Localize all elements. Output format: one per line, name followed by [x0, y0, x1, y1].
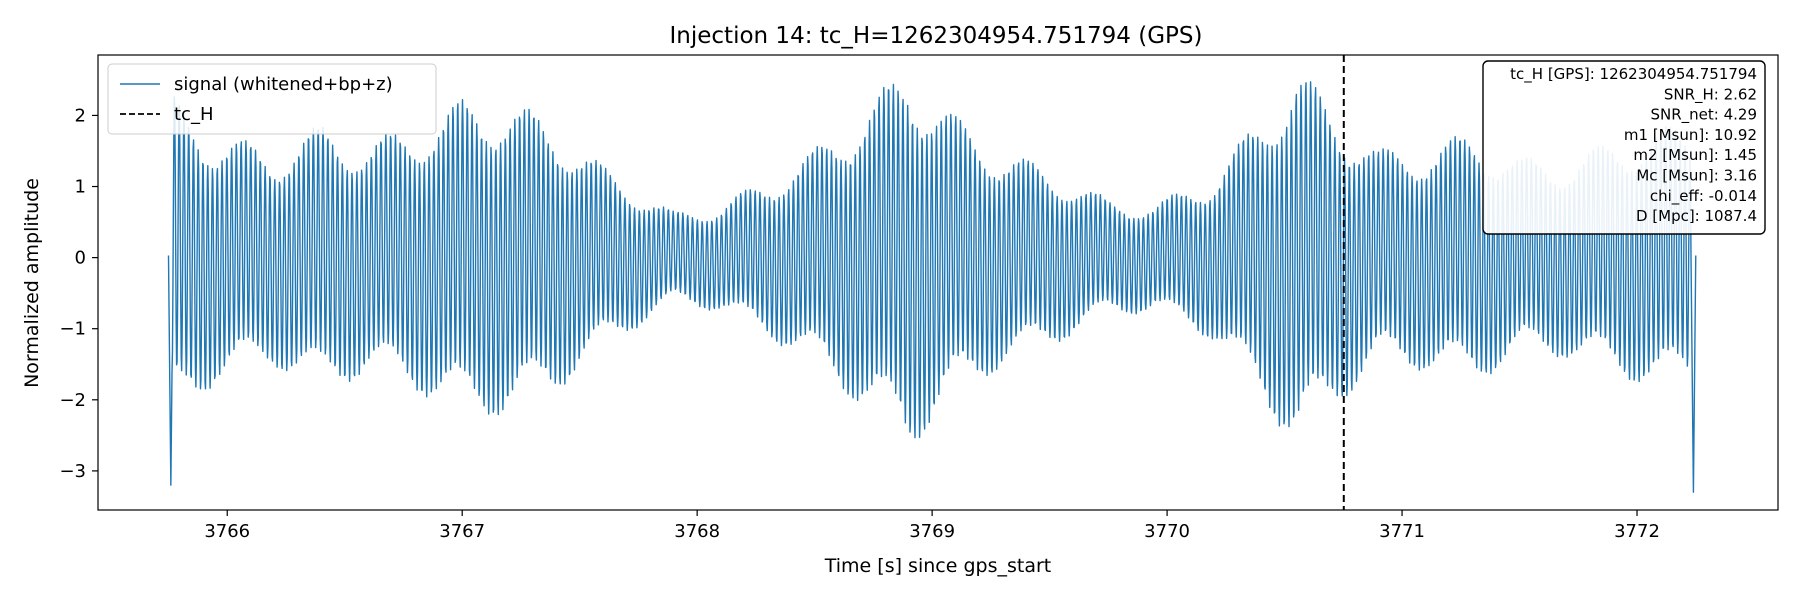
- y-axis: −3 −2 −1 0 1 2: [59, 105, 98, 482]
- x-tick-label: 3768: [674, 521, 720, 542]
- info-line: m1 [Msun]: 10.92: [1624, 126, 1757, 144]
- x-tick-label: 3772: [1614, 521, 1660, 542]
- chart-title: Injection 14: tc_H=1262304954.751794 (GP…: [670, 23, 1203, 49]
- signal-line: [167, 81, 1697, 493]
- info-line: chi_eff: -0.014: [1650, 187, 1757, 206]
- info-line: SNR_net: 4.29: [1650, 106, 1757, 125]
- y-tick-label: −2: [59, 390, 86, 411]
- x-tick-label: 3771: [1379, 521, 1425, 542]
- y-tick-label: 2: [75, 105, 86, 126]
- y-axis-label: Normalized amplitude: [21, 178, 43, 388]
- x-tick-label: 3766: [204, 521, 250, 542]
- info-line: D [Mpc]: 1087.4: [1636, 207, 1757, 225]
- x-tick-label: 3770: [1144, 521, 1190, 542]
- signal-layer: [167, 81, 1697, 493]
- plot-frame: [97, 54, 1779, 511]
- info-line: Mc [Msun]: 3.16: [1636, 167, 1757, 185]
- y-tick-label: 1: [75, 177, 86, 198]
- legend-box: [107, 63, 437, 135]
- info-line: m2 [Msun]: 1.45: [1633, 146, 1757, 164]
- legend-tc-label: tc_H: [174, 104, 214, 125]
- y-tick-label: −3: [59, 461, 86, 482]
- y-tick-label: 0: [75, 248, 86, 269]
- x-tick-label: 3769: [909, 521, 955, 542]
- x-axis: 3766 3767 3768 3769 3770 3771 3772: [204, 510, 1660, 542]
- info-line: SNR_H: 2.62: [1664, 85, 1757, 104]
- legend: signal (whitened+bp+z) tc_H: [107, 63, 437, 135]
- x-axis-label: Time [s] since gps_start: [824, 555, 1051, 577]
- info-box-frame: [1482, 60, 1766, 235]
- y-tick-label: −1: [59, 319, 86, 340]
- info-line: tc_H [GPS]: 1262304954.751794: [1510, 65, 1757, 84]
- x-tick-label: 3767: [439, 521, 485, 542]
- legend-signal-label: signal (whitened+bp+z): [174, 74, 393, 95]
